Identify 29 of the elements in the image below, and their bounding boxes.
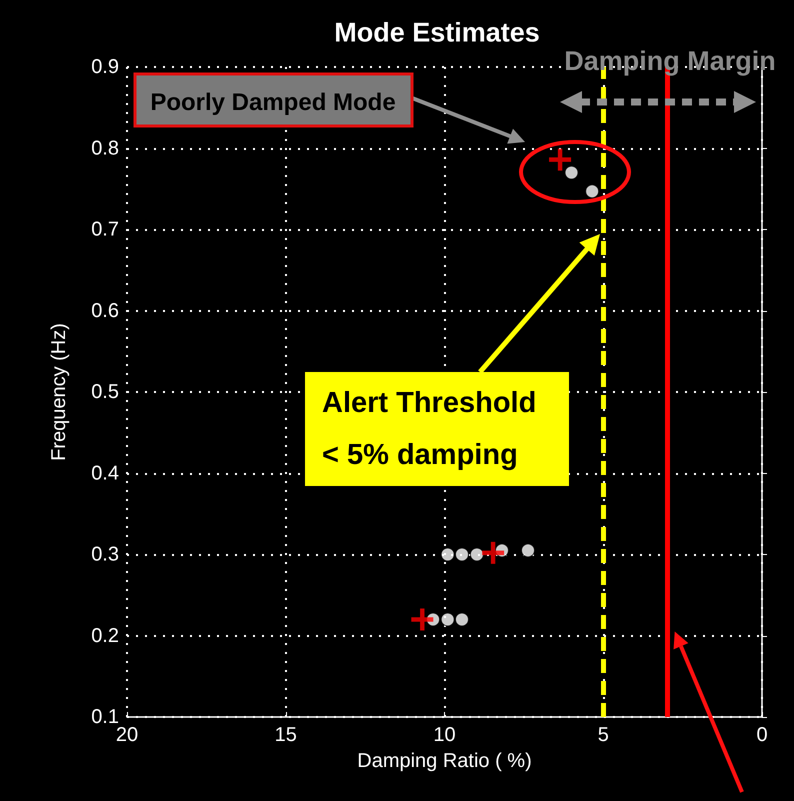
point bbox=[482, 542, 504, 564]
x-tick-label: 15 bbox=[274, 724, 297, 746]
point bbox=[454, 612, 469, 626]
y-tick-label: 0.6 bbox=[91, 300, 119, 322]
annotation: Damping Margin bbox=[564, 46, 776, 76]
point bbox=[440, 548, 455, 562]
annotation: Alert Threshold < 5% damping bbox=[322, 387, 536, 471]
x-tick-label: 10 bbox=[433, 724, 456, 746]
y-tick-label: 0.2 bbox=[91, 624, 119, 647]
chart-title: Mode Estimates bbox=[334, 18, 540, 48]
y-tick-label: 0.3 bbox=[91, 544, 119, 566]
x-tick-label: 0 bbox=[756, 724, 768, 746]
point bbox=[454, 548, 469, 562]
point bbox=[411, 608, 434, 630]
point bbox=[564, 166, 578, 180]
annotation: Poorly Damped Mode bbox=[150, 89, 396, 116]
point bbox=[549, 148, 572, 171]
y-tick-label: 0.9 bbox=[91, 56, 119, 78]
y-tick-label: 0.7 bbox=[91, 218, 119, 240]
point bbox=[521, 543, 536, 558]
x-tick-label: 5 bbox=[598, 724, 609, 746]
x-axis-title: Damping Ratio ( %) bbox=[357, 750, 532, 772]
y-tick-label: 0.4 bbox=[91, 462, 119, 484]
point bbox=[585, 184, 600, 198]
y-axis-title: Frequency (Hz) bbox=[48, 323, 70, 461]
y-tick-label: 0.5 bbox=[91, 381, 119, 403]
point bbox=[470, 548, 484, 562]
point bbox=[440, 612, 455, 626]
y-tick-label: 0.8 bbox=[91, 137, 119, 160]
